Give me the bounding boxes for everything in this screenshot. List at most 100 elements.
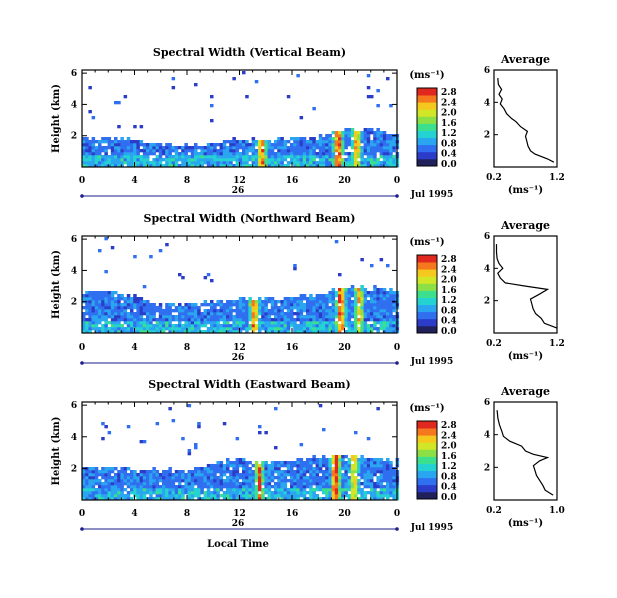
heatmap-cell: [126, 143, 131, 147]
heatmap-cell: [165, 321, 169, 325]
heatmap-cell: [382, 491, 387, 495]
heatmap-cell: [219, 149, 224, 153]
heatmap-cell: [114, 306, 118, 310]
heatmap-cell: [341, 143, 345, 147]
heatmap-cell: [296, 315, 300, 319]
heatmap-cell: [363, 140, 368, 144]
heatmap-cell: [379, 140, 384, 144]
heatmap-cell: [350, 470, 355, 474]
heatmap-cell: [194, 494, 198, 498]
heatmap-cell: [210, 473, 214, 477]
heatmap-cell: [123, 473, 128, 477]
heatmap-cell: [267, 146, 272, 150]
heatmap-cell: [306, 146, 310, 150]
heatmap-cell: [184, 324, 188, 328]
heatmap-cell: [290, 149, 294, 153]
heatmap-cell: [392, 146, 396, 150]
heatmap-cell: [389, 470, 393, 474]
heatmap-cell: [88, 476, 92, 480]
heatmap-cell: [168, 327, 172, 331]
heatmap-cell: [120, 164, 124, 168]
heatmap-cell: [258, 321, 262, 325]
heatmap-cell: [267, 309, 272, 313]
colorbar-swatch: [417, 255, 437, 263]
heatmap-cell: [318, 309, 323, 313]
heatmap-cell: [104, 491, 108, 495]
heatmap-cell: [382, 312, 387, 316]
heatmap-cell: [91, 300, 96, 304]
heatmap-cell: [88, 470, 92, 474]
heatmap-cell: [392, 324, 396, 328]
heatmap-cell: [277, 467, 281, 471]
heatmap-cell: [293, 137, 297, 141]
heatmap-cell: [386, 294, 390, 298]
heatmap-cell: [155, 476, 160, 480]
heatmap-cell: [328, 473, 332, 477]
heatmap-cell: [171, 482, 176, 486]
heatmap-cell: [338, 161, 342, 165]
heatmap-cell: [274, 464, 278, 468]
profile-x-label: (ms⁻¹): [508, 518, 543, 529]
heatmap-cell: [293, 321, 297, 325]
heatmap-cell: [354, 137, 358, 141]
heatmap-cell: [309, 303, 313, 307]
heatmap-cell: [242, 155, 246, 159]
heatmap-cell: [104, 318, 108, 322]
heatmap-cell: [110, 494, 115, 498]
heatmap-cell: [261, 321, 265, 325]
heatmap-cell: [334, 149, 339, 153]
heatmap-cell: [88, 467, 92, 471]
heatmap-cell: [178, 485, 182, 489]
heatmap-cell: [171, 315, 176, 319]
heatmap-cell: [344, 482, 348, 486]
colorbar-tick-label: 0.0: [441, 160, 457, 170]
heatmap-cell: [363, 458, 368, 462]
chart-title: Spectral Width (Eastward Beam): [148, 378, 350, 391]
heatmap-cell: [389, 155, 393, 159]
heatmap-cell: [120, 158, 124, 162]
heatmap-cell: [82, 318, 86, 322]
heatmap-cell: [334, 461, 339, 465]
heatmap-cell: [286, 467, 291, 471]
heatmap-cell: [328, 327, 332, 331]
heatmap-cell: [149, 161, 153, 165]
heatmap-cell: [222, 312, 227, 316]
heatmap-cell: [306, 303, 310, 307]
heatmap-cell: [130, 303, 134, 307]
heatmap-cell: [312, 303, 316, 307]
heatmap-cell: [197, 146, 201, 150]
heatmap-cell: [174, 473, 179, 477]
heatmap-cell: [190, 152, 195, 156]
heatmap-cell: [302, 470, 307, 474]
heatmap-cell: [274, 494, 278, 498]
heatmap-cell: [274, 324, 278, 328]
heatmap-cell: [331, 297, 336, 301]
heatmap-cell: [357, 149, 361, 153]
heatmap-cell: [88, 161, 92, 165]
heatmap-cell: [187, 479, 192, 483]
heatmap-cell: [280, 327, 284, 331]
heatmap-cell: [104, 494, 108, 498]
heatmap-cell: [107, 155, 112, 159]
heatmap-cell: [242, 461, 246, 465]
heatmap-cell: [194, 155, 198, 159]
heatmap-cell: [238, 297, 243, 301]
heatmap-cell: [245, 479, 249, 483]
heatmap-cell: [312, 455, 316, 459]
heatmap-cell: [85, 327, 89, 331]
heatmap-cell: [190, 488, 195, 492]
heatmap-cell: [85, 330, 89, 334]
heatmap-cell: [142, 303, 147, 307]
heatmap-cell: [130, 312, 134, 316]
heatmap-cell: [347, 297, 352, 301]
heatmap-cell: [120, 143, 124, 147]
heatmap-cell: [357, 458, 361, 462]
heatmap-cell: [350, 288, 355, 292]
heatmap-cell: [366, 467, 371, 471]
heatmap-cell: [110, 330, 115, 334]
heatmap-cell: [261, 149, 265, 153]
heatmap-cell: [270, 473, 275, 477]
heatmap-cell: [370, 497, 374, 501]
heatmap-cell: [181, 479, 185, 483]
heatmap-cell: [245, 324, 249, 328]
